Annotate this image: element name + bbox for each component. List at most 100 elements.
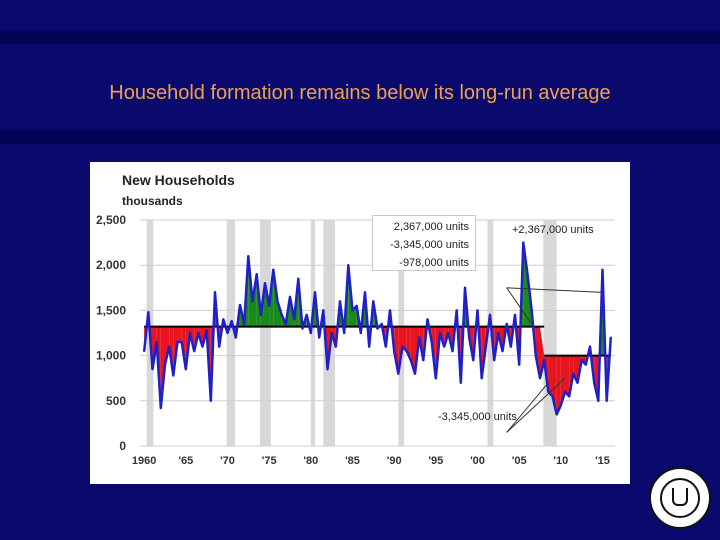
data-point — [380, 322, 383, 325]
data-point — [159, 407, 162, 410]
data-point — [568, 395, 571, 398]
data-point — [472, 359, 475, 362]
data-point — [559, 404, 562, 407]
x-tick-label: '85 — [345, 455, 360, 467]
data-point — [447, 332, 450, 334]
data-point — [218, 345, 221, 348]
data-point — [443, 345, 446, 348]
seal-inner-ring — [660, 478, 700, 518]
data-point — [276, 300, 279, 303]
x-tick-label: '95 — [428, 455, 443, 467]
data-point — [489, 313, 491, 316]
data-point — [172, 374, 175, 377]
data-point — [318, 336, 321, 339]
y-tick-label: 1,000 — [96, 349, 126, 363]
data-point — [397, 372, 400, 375]
y-tick-label: 500 — [106, 394, 126, 408]
data-point — [289, 295, 291, 298]
y-tick-label: 2,000 — [96, 258, 126, 272]
data-point — [280, 313, 283, 316]
data-point — [326, 368, 329, 371]
data-point — [164, 363, 166, 366]
data-point — [509, 345, 512, 348]
data-point — [147, 311, 150, 314]
deviation-area — [591, 355, 595, 383]
data-point — [476, 309, 479, 312]
deviation-area — [452, 326, 455, 352]
data-point — [543, 359, 546, 362]
data-point — [580, 359, 583, 362]
data-point — [151, 368, 154, 371]
data-point — [322, 309, 325, 312]
data-point — [176, 341, 179, 344]
deviation-area — [556, 355, 561, 415]
data-point — [584, 363, 587, 366]
x-tick-label: '70 — [220, 455, 235, 467]
data-point — [297, 277, 300, 280]
data-point — [459, 381, 462, 384]
data-point — [522, 241, 525, 244]
data-point — [501, 350, 504, 353]
slide-title: Household formation remains below its lo… — [109, 82, 611, 104]
data-point — [468, 336, 471, 339]
data-point — [364, 291, 366, 294]
recession-band — [260, 220, 271, 446]
data-point — [330, 332, 333, 334]
data-point — [526, 273, 529, 276]
annotation-leader — [506, 377, 566, 433]
deviation-area — [306, 314, 310, 327]
deviation-area — [540, 326, 545, 379]
data-point — [430, 341, 433, 344]
data-point — [372, 300, 375, 303]
data-point — [564, 390, 566, 393]
data-point — [384, 345, 387, 348]
data-point — [193, 350, 196, 353]
data-point — [393, 350, 396, 353]
data-point — [222, 318, 225, 321]
x-tick-label: '80 — [303, 455, 318, 467]
deviation-area — [177, 326, 182, 343]
data-point — [593, 381, 596, 384]
data-point — [409, 359, 412, 362]
annotation-box: 2,367,000 units -3,345,000 units -978,00… — [372, 215, 476, 271]
data-point — [455, 309, 458, 312]
deviation-area — [515, 326, 520, 365]
data-point — [284, 322, 287, 325]
data-point — [180, 341, 183, 344]
data-point — [143, 350, 146, 353]
data-point — [422, 359, 425, 362]
data-point — [301, 327, 304, 330]
deviation-area — [565, 355, 570, 397]
data-point — [405, 350, 408, 353]
data-point — [305, 313, 308, 316]
deviation-area — [523, 242, 528, 327]
data-point — [514, 313, 516, 316]
deviation-area — [402, 326, 407, 352]
x-tick-label: '15 — [595, 455, 610, 467]
x-tick-label: '65 — [178, 455, 193, 467]
seal-shield-icon — [672, 488, 688, 506]
data-point — [434, 377, 437, 380]
data-point — [197, 332, 200, 334]
dallas-fed-seal-icon — [649, 467, 711, 529]
annotation-leader — [506, 287, 533, 325]
y-tick-label: 1,500 — [96, 303, 126, 317]
data-point — [251, 300, 254, 303]
recession-band — [487, 220, 494, 446]
data-point — [243, 322, 246, 325]
household-chart: New Households thousands 0 500 1,000 1,500 2,0… — [96, 172, 615, 467]
data-point — [309, 332, 312, 334]
data-point — [214, 291, 216, 294]
x-tick-label: '05 — [512, 455, 527, 467]
data-point — [230, 320, 233, 323]
data-point — [368, 345, 371, 348]
deviation-area — [233, 326, 236, 338]
data-point — [497, 332, 500, 334]
x-tick-label: '00 — [470, 455, 485, 467]
x-tick-label: 1960 — [132, 455, 156, 467]
data-point — [355, 304, 358, 307]
data-point — [343, 332, 346, 334]
data-point — [484, 345, 487, 348]
annotation-leader — [506, 382, 549, 433]
data-point — [534, 354, 537, 357]
